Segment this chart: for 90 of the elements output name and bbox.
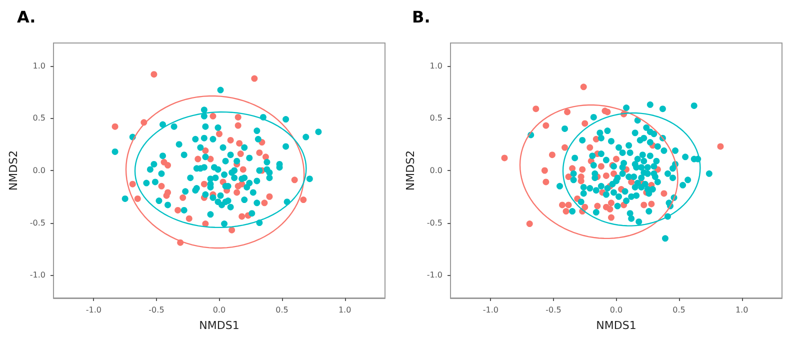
x-tick-label: -0.5 (148, 306, 164, 314)
point (501, 154, 508, 162)
point (602, 172, 610, 179)
x-tick-label: 0.5 (276, 306, 288, 314)
point (112, 123, 118, 130)
x-tick-label: -1.0 (86, 306, 102, 314)
point (202, 220, 209, 228)
point (163, 192, 170, 199)
x-axis-title: NMDS1 (596, 319, 636, 332)
y-tick-label: 0.0 (430, 166, 443, 175)
point (564, 108, 571, 116)
y-tick-label: 0.5 (430, 114, 443, 123)
point (236, 140, 243, 147)
x-tick-label: 0.0 (610, 306, 623, 314)
point (526, 220, 533, 228)
x-tick-label: -0.5 (546, 306, 562, 314)
point (582, 120, 588, 127)
point (210, 112, 216, 120)
point (604, 108, 611, 116)
point (237, 150, 244, 158)
point (608, 214, 614, 221)
point (200, 180, 208, 188)
point (559, 202, 566, 208)
x-tick-label: 1.0 (735, 306, 748, 314)
point (578, 178, 584, 184)
point (194, 156, 202, 162)
point (610, 170, 617, 177)
point (227, 136, 234, 144)
point (640, 202, 648, 208)
point (532, 106, 540, 112)
y-tick-label: 0.5 (32, 114, 46, 123)
point (262, 154, 269, 160)
chart-title: A. (17, 8, 36, 26)
point (234, 122, 242, 129)
point (291, 176, 298, 184)
point (648, 200, 655, 208)
point (174, 206, 182, 214)
point (251, 75, 258, 82)
y-tick-label: 0.0 (32, 166, 46, 175)
point (660, 190, 668, 197)
point (613, 156, 620, 162)
point (562, 208, 570, 215)
point (580, 84, 587, 90)
point (608, 200, 614, 206)
x-tick-label: 0.0 (212, 306, 226, 314)
point (129, 180, 136, 188)
y-tick-label: -1.0 (30, 270, 46, 280)
point (586, 144, 594, 151)
point (562, 144, 568, 151)
point (256, 149, 263, 156)
point (541, 167, 548, 174)
y-tick-label: -1.0 (426, 270, 443, 280)
point (300, 196, 307, 204)
point (180, 194, 186, 201)
point (186, 215, 192, 222)
point (717, 143, 724, 150)
x-tick-label: -1.0 (482, 306, 498, 314)
y-tick-label: 1.0 (32, 61, 46, 70)
point (228, 226, 236, 234)
chart-title: B. (412, 8, 430, 26)
point (134, 195, 141, 202)
point (579, 166, 586, 173)
y-tick-label: 1.0 (430, 61, 443, 70)
point (150, 71, 158, 78)
point (234, 114, 242, 120)
point (266, 193, 273, 200)
point (202, 147, 209, 154)
point (606, 206, 614, 212)
point (598, 163, 604, 170)
point (565, 174, 572, 180)
point (238, 213, 246, 220)
point (569, 165, 576, 172)
point (542, 122, 550, 129)
point (548, 152, 556, 158)
y-tick-label: -0.5 (426, 218, 443, 228)
point (240, 166, 246, 173)
y-axis-title: NMDS2 (7, 150, 20, 191)
point (542, 178, 550, 186)
x-tick-label: 0.5 (672, 306, 686, 314)
y-tick-label: -0.5 (30, 218, 46, 228)
point (216, 130, 223, 138)
x-axis-title: NMDS1 (199, 319, 240, 332)
point (158, 182, 165, 190)
point (234, 189, 240, 196)
x-tick-label: 1.0 (338, 306, 352, 314)
y-axis-title: NMDS2 (404, 150, 417, 191)
point (565, 202, 572, 208)
point (164, 162, 172, 169)
point (594, 202, 601, 210)
point (261, 200, 268, 206)
